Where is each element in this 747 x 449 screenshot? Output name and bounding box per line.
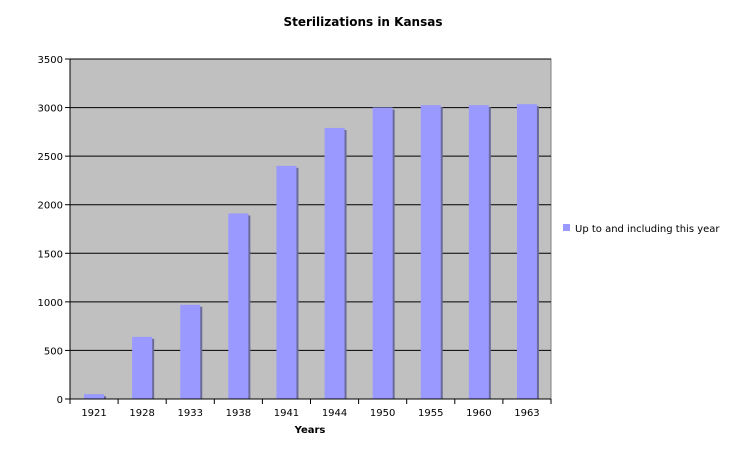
bar-1944 (324, 127, 345, 399)
legend: Up to and including this year (563, 224, 720, 235)
x-tick-label: 1950 (370, 408, 395, 419)
x-tick-label: 1955 (418, 408, 443, 419)
y-tick-label: 2000 (38, 201, 63, 212)
x-tick-label: 1941 (274, 408, 299, 419)
x-tick-label: 1928 (129, 408, 154, 419)
y-tick-label: 500 (44, 346, 63, 357)
bar-1941 (276, 165, 297, 399)
y-tick-label: 0 (57, 395, 63, 406)
y-tick-label: 3500 (38, 55, 63, 66)
x-tick-label: 1921 (81, 408, 106, 419)
x-tick-label: 1960 (466, 408, 491, 419)
bar-1960 (468, 105, 489, 400)
bar-1921 (84, 394, 105, 399)
x-tick-label: 1963 (514, 408, 539, 419)
legend-swatch (563, 224, 570, 231)
bar-1938 (228, 213, 249, 399)
bar-1955 (420, 105, 441, 400)
bar-1928 (132, 336, 153, 399)
bar-1950 (372, 107, 393, 400)
x-axis-label: Years (294, 425, 326, 436)
bar-1963 (516, 104, 537, 400)
bars (84, 104, 539, 400)
y-tick-label: 1000 (38, 298, 63, 309)
y-axis-ticks: 0 500 1000 1500 2000 2500 3000 3500 (38, 55, 70, 406)
x-axis-ticks: 1921 1928 1933 1938 1941 1944 1950 1955 1960 1963 (69, 399, 552, 419)
x-tick-label: 1944 (322, 408, 347, 419)
bar-1933 (180, 304, 201, 399)
x-tick-label: 1933 (178, 408, 203, 419)
y-tick-label: 2500 (38, 152, 63, 163)
chart-title: Sterilizations in Kansas (284, 15, 443, 29)
x-tick-label: 1938 (226, 408, 251, 419)
legend-label: Up to and including this year (575, 224, 720, 235)
y-tick-label: 1500 (38, 249, 63, 260)
y-tick-label: 3000 (38, 104, 63, 115)
